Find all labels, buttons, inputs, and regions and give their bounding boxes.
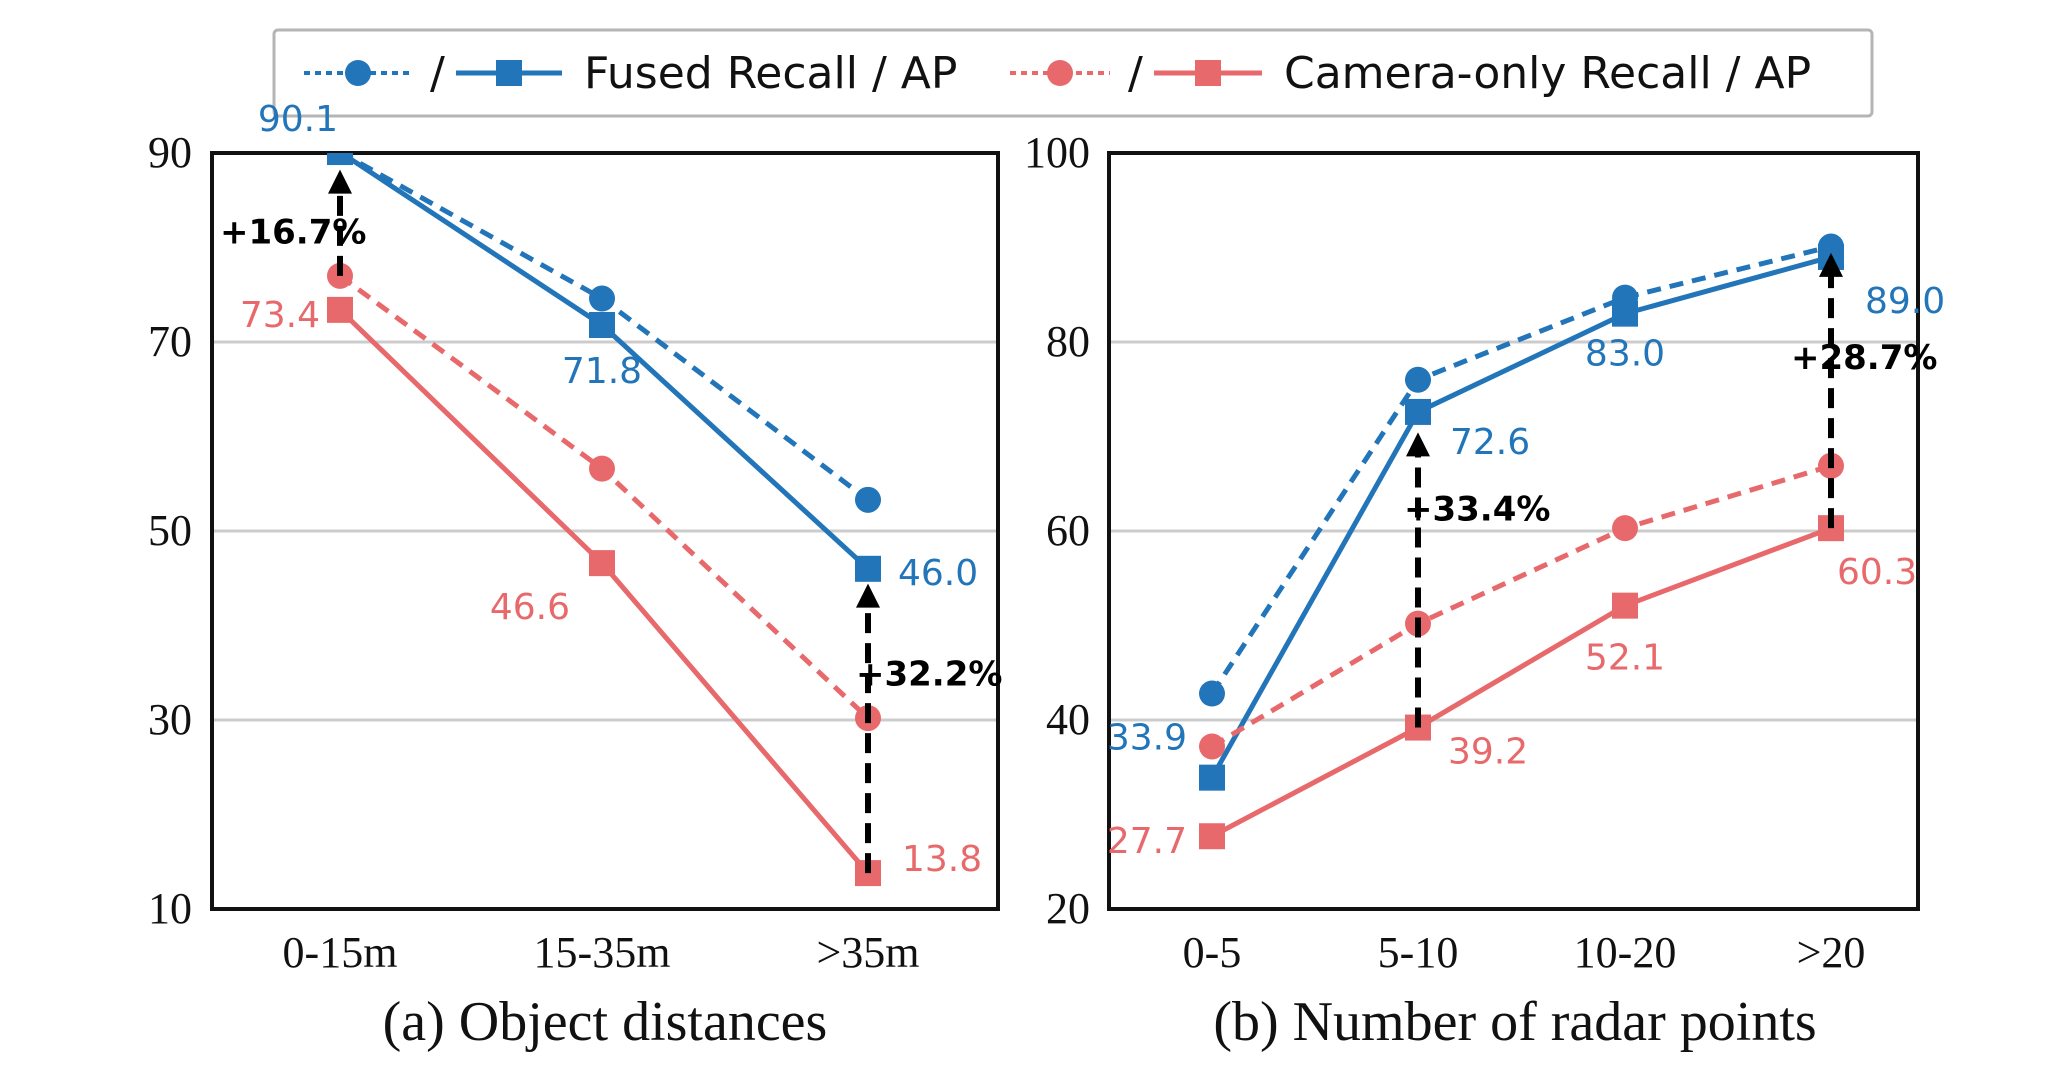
point-circle [589,455,615,482]
x-tick-label: 5-10 [1378,928,1459,977]
y-tick-label: 60 [1046,506,1090,555]
series-line-camera-only-recall [1210,463,1832,749]
data-labels-a: 90.1 71.8 46.0 73.4 46.6 13.8 [240,99,982,880]
plot-frame [210,151,1000,911]
y-tick-label: 50 [148,506,192,555]
annotations-b: +33.4% +28.7% [1404,252,1937,728]
point-circle [1199,680,1225,707]
series-b [1199,233,1844,850]
series-line-fused-recall [1209,244,1832,695]
legend-separator-fused: / [430,48,445,99]
improvement-arrow-head [1819,252,1843,277]
data-label: 52.1 [1585,638,1665,679]
chart-title-a: (a) Object distances [383,991,828,1053]
data-label: 60.3 [1837,552,1917,593]
point-square [589,550,615,577]
legend-fused-recall-sample [304,60,412,86]
data-label: 72.6 [1450,422,1530,463]
data-label: 39.2 [1448,732,1528,773]
legend-separator-camera: / [1128,48,1143,99]
y-tick-label: 100 [1024,128,1090,177]
data-label: 90.1 [258,99,338,140]
point-square [327,296,353,323]
annotations-a: +16.7% +32.2% [220,169,1002,874]
data-label: 13.8 [902,839,982,880]
series-line-fused-ap [1209,254,1832,779]
x-tick-label: >20 [1797,928,1866,977]
improvement-label: +32.2% [856,655,1002,695]
chart-panel-a: 90 70 50 30 10 0-15m 15-35m >35m +16.7% +32.2% 9… [148,99,1002,1053]
data-label: 73.4 [240,295,320,336]
y-tick-label: 80 [1046,317,1090,366]
improvement-label: +16.7% [220,213,366,253]
point-circle [1405,366,1431,393]
point-square [855,555,881,582]
improvement-arrow-head [328,169,352,194]
x-tick-label: >35m [816,928,919,977]
legend-camera-recall-sample [1010,60,1110,86]
legend-camera-label: Camera-only Recall / AP [1284,48,1811,99]
y-tick-label: 70 [148,317,192,366]
improvement-arrow-head [1406,432,1430,457]
y-tick-label: 40 [1046,695,1090,744]
point-square [1612,300,1638,327]
series-a [327,153,881,887]
data-label: 33.9 [1107,718,1187,759]
plot-frame [1107,151,1920,911]
point-square [1405,398,1431,425]
chart-title-b: (b) Number of radar points [1213,991,1816,1053]
series-line-camera-only-ap [338,308,870,875]
legend-fused-label: Fused Recall / AP [584,48,957,99]
data-label: 46.0 [898,553,978,594]
ticks-b: 100 80 60 40 20 0-5 5-10 10-20 >20 [1024,128,1865,977]
data-label: 89.0 [1865,281,1945,322]
data-labels-b: 33.9 72.6 83.0 89.0 27.7 39.2 52.1 60.3 [1107,281,1945,862]
data-label: 27.7 [1107,821,1187,862]
data-label: 46.6 [490,587,570,628]
point-square [1199,823,1225,850]
data-label: 71.8 [562,351,642,392]
improvement-label: +33.4% [1404,489,1550,529]
legend-fused-ap-sample [456,60,562,86]
x-tick-label: 0-15m [283,928,398,977]
y-tick-label: 90 [148,128,192,177]
y-tick-label: 20 [1046,884,1090,933]
point-square [589,311,615,338]
x-tick-label: 10-20 [1574,928,1677,977]
legend-camera-ap-sample [1154,60,1262,86]
y-tick-label: 30 [148,695,192,744]
legend: / Fused Recall / AP / Camera-only Recall… [272,28,1874,118]
data-label: 83.0 [1585,334,1665,375]
point-square [1612,592,1638,619]
point-circle [1612,515,1638,542]
axes-a [210,151,1000,911]
point-circle [1199,733,1225,760]
series-line-camera-only-ap [1210,525,1832,839]
point-circle [855,486,881,513]
ticks-a: 90 70 50 30 10 0-15m 15-35m >35m [148,128,920,977]
improvement-label: +28.7% [1791,338,1937,378]
axes-b [1107,151,1920,911]
improvement-arrow-head [856,583,880,608]
point-square [1199,764,1225,791]
y-tick-label: 10 [148,884,192,933]
point-square [327,153,353,166]
x-tick-label: 15-35m [534,928,671,977]
x-tick-label: 0-5 [1183,928,1242,977]
point-circle [589,285,615,312]
